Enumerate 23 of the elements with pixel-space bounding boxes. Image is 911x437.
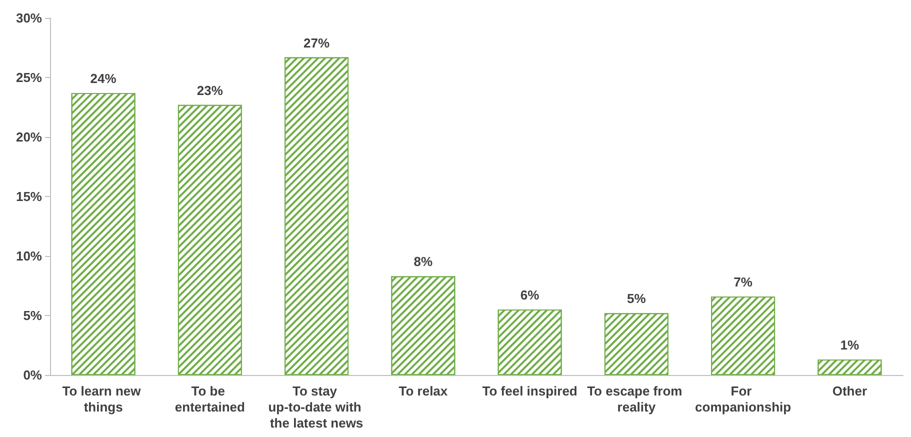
data-label: 23% [196, 82, 224, 98]
data-label: 24% [90, 70, 117, 86]
x-tick-label: To relax [398, 384, 448, 398]
data-label: 1% [840, 338, 860, 353]
x-tick-label: To be entertained [174, 384, 246, 414]
x-tick-label: To escape from reality [587, 384, 686, 414]
data-label: 6% [520, 288, 540, 303]
data-label: 5% [627, 291, 646, 306]
y-tick-label: 5% [23, 308, 42, 323]
data-label: 8% [414, 254, 434, 270]
y-tick-label: 0% [23, 368, 42, 382]
y-tick-label: 30% [16, 10, 42, 26]
x-tick-label: To feel inspired [482, 384, 578, 398]
y-tick-label: 20% [16, 130, 42, 144]
data-label: 7% [734, 274, 753, 290]
y-tick-label: 10% [16, 248, 42, 264]
x-tick-label: For companionship [695, 384, 792, 414]
data-label: 27% [304, 35, 330, 50]
x-tick-label: Other [832, 384, 868, 398]
x-tick-label: To stay up-to-date with the latest news [268, 384, 365, 430]
x-tick-label: To learn new things [62, 384, 144, 414]
y-tick-label: 25% [16, 70, 42, 85]
y-tick-label: 15% [16, 189, 42, 204]
